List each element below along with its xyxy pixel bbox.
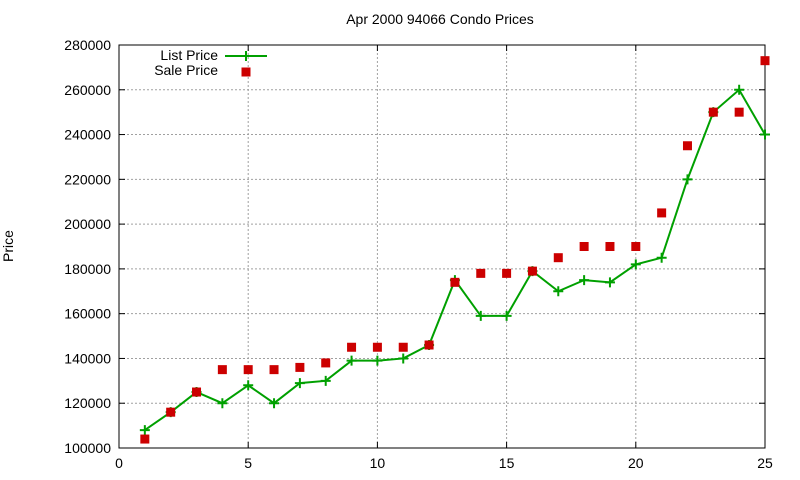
sale-price-point — [192, 387, 202, 397]
list-price-point — [139, 425, 150, 436]
y-tick-label: 240000 — [64, 127, 111, 143]
tick-labels: 0 5 10 15 20 25 100000 120000 140000 160000 180000… — [64, 37, 773, 471]
x-tick-label: 10 — [370, 455, 386, 471]
list-price-point — [604, 277, 615, 288]
sale-price-point — [347, 342, 357, 352]
legend-label-list-price: List Price — [160, 47, 218, 63]
sale-price-point — [657, 208, 667, 218]
legend — [225, 51, 267, 77]
y-tick-label: 160000 — [64, 306, 111, 322]
list-price-point — [475, 310, 486, 321]
sale-price-point — [579, 242, 589, 251]
sale-price-point — [605, 242, 615, 251]
sale-price-point — [424, 340, 434, 350]
legend-label-sale-price: Sale Price — [154, 62, 218, 78]
list-price-point — [217, 398, 228, 409]
x-tick-label: 15 — [499, 455, 515, 471]
y-tick-label: 280000 — [64, 37, 111, 53]
y-tick-label: 100000 — [64, 440, 111, 456]
sale-price-point — [398, 342, 408, 352]
sale-price-point — [217, 365, 227, 375]
list-price-point — [320, 375, 331, 386]
sale-price-point — [321, 358, 331, 368]
data-series — [139, 56, 770, 444]
list-price-point — [656, 252, 667, 263]
y-tick-label: 220000 — [64, 171, 111, 187]
list-price-line — [144, 88, 766, 431]
x-tick-label: 25 — [757, 455, 773, 471]
list-price-point — [553, 286, 564, 297]
y-tick-label: 200000 — [64, 216, 111, 232]
list-price-point — [372, 355, 383, 366]
axes — [118, 44, 766, 449]
list-price-point — [398, 353, 409, 364]
sale-price-point — [372, 342, 382, 352]
sale-price-point — [476, 268, 486, 278]
legend-square-icon — [241, 67, 251, 77]
sale-price-point — [502, 268, 512, 278]
list-price-point — [760, 129, 770, 140]
list-price-point — [243, 380, 254, 391]
x-tick-label: 20 — [628, 455, 644, 471]
sale-price-point — [527, 266, 537, 276]
sale-price-point — [243, 365, 253, 375]
sale-price-point — [166, 407, 176, 417]
sale-price-point — [553, 253, 563, 263]
sale-price-point — [708, 107, 718, 117]
sale-price-point — [631, 242, 641, 251]
y-tick-label: 140000 — [64, 350, 111, 366]
sale-price-point — [269, 365, 279, 375]
gridlines — [119, 45, 765, 448]
list-price-point — [269, 398, 280, 409]
sale-price-point — [734, 107, 744, 117]
list-price-point — [682, 174, 693, 185]
list-price-point — [501, 310, 512, 321]
plot-border — [118, 44, 766, 449]
x-tick-label: 0 — [115, 455, 123, 471]
x-tick-label: 5 — [244, 455, 252, 471]
y-tick-label: 260000 — [64, 82, 111, 98]
sale-price-point — [682, 141, 692, 151]
sale-price-point — [760, 56, 770, 66]
list-price-point — [630, 259, 641, 270]
sale-price-point — [140, 434, 150, 444]
list-price-point — [734, 84, 745, 95]
y-tick-label: 120000 — [64, 395, 111, 411]
sale-price-point — [295, 362, 305, 372]
list-price-point — [346, 355, 357, 366]
list-price-point — [294, 378, 305, 389]
list-price-point — [579, 275, 590, 286]
sale-price-point — [450, 277, 460, 287]
chart-title: Apr 2000 94066 Condo Prices — [346, 11, 534, 27]
y-tick-label: 180000 — [64, 261, 111, 277]
legend-cross-icon — [241, 51, 251, 61]
